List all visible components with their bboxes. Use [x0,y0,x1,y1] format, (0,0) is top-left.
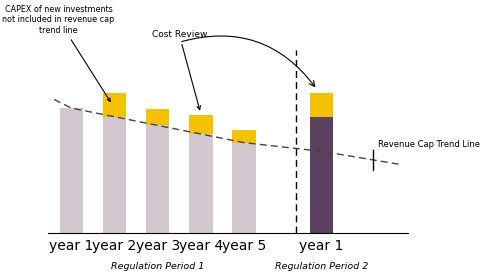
Bar [232,130,255,143]
Text: Regulation Period 1: Regulation Period 1 [111,262,204,271]
Text: Regulation Period 2: Regulation Period 2 [275,262,368,271]
Bar [309,117,333,233]
Bar [189,115,213,134]
Text: Revenue Cap Trend Line: Revenue Cap Trend Line [378,140,481,149]
Text: CAPEX of new investments
not included in revenue cap
trend line: CAPEX of new investments not included in… [2,5,115,101]
Bar [146,109,170,125]
Bar [189,134,213,233]
Bar [60,108,83,233]
Text: Cost Review: Cost Review [151,30,207,110]
Bar [309,93,333,117]
Bar [103,93,126,117]
Bar [103,117,126,233]
Bar [232,143,255,233]
Bar [146,125,170,233]
